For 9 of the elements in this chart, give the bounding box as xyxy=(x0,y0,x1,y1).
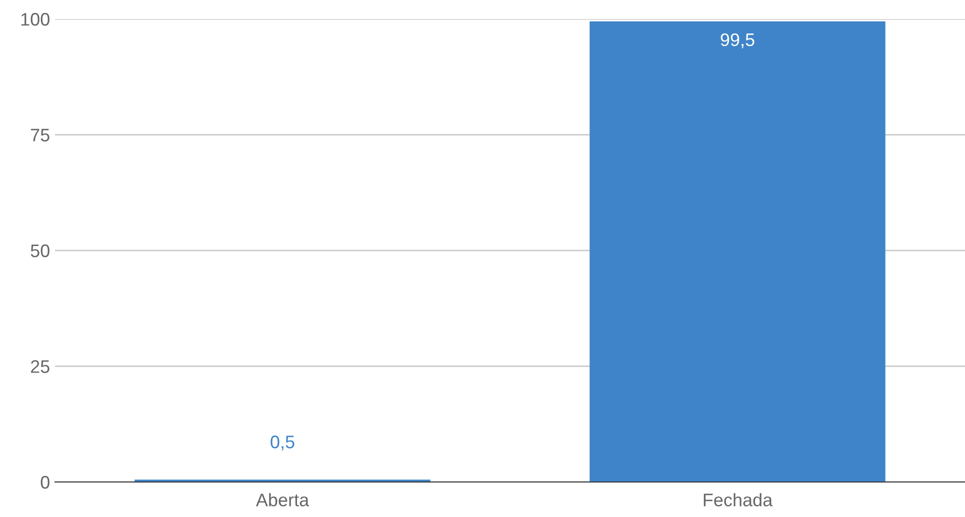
y-tick-label: 75 xyxy=(30,128,50,142)
y-tick-label: 25 xyxy=(30,360,50,373)
x-tick-label: Aberta xyxy=(256,493,310,506)
data-label: 99,5 xyxy=(720,33,754,48)
y-tick-label: 50 xyxy=(30,244,50,258)
x-tick-label: Fechada xyxy=(704,493,773,506)
y-tick-label: 100 xyxy=(21,12,50,26)
y-tick-label: 0 xyxy=(40,476,50,489)
data-label: 0,5 xyxy=(270,436,294,450)
